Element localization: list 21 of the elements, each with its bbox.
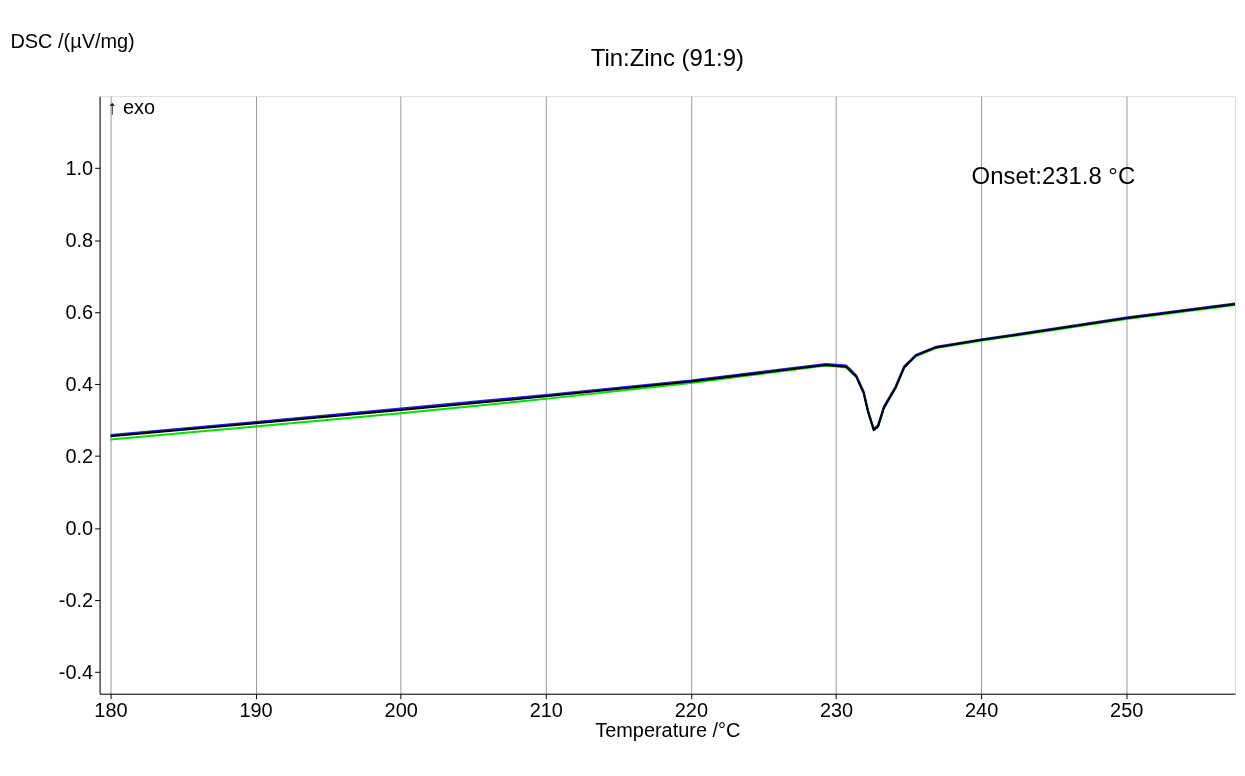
- y-tick-label: 1.0: [65, 156, 94, 179]
- x-tick-label: 210: [529, 699, 563, 722]
- annotation: ↑ exo: [107, 96, 156, 119]
- y-tick-label: 0.2: [65, 444, 94, 467]
- x-tick-label: 200: [384, 699, 418, 722]
- x-tick-label: 180: [94, 699, 128, 722]
- x-tick-label: 230: [819, 699, 854, 722]
- y-tick-label: -0.4: [58, 660, 94, 683]
- x-tick-label: 190: [239, 699, 273, 722]
- y-tick-label: 0.6: [65, 300, 94, 323]
- x-tick-label: 220: [674, 699, 709, 722]
- y-tick-label: 0.4: [65, 372, 94, 395]
- x-tick-label: 250: [1110, 699, 1144, 722]
- x-axis-title: Temperature /°C: [595, 719, 741, 742]
- chart-title: Tin:Zinc (91:9): [590, 44, 744, 72]
- x-tick-label: 240: [965, 699, 999, 722]
- y-tick-label: 0.8: [65, 228, 94, 251]
- y-tick-label: -0.2: [58, 588, 94, 611]
- annotation: Onset:231.8 °C: [971, 161, 1136, 189]
- y-axis-title: DSC /(µV/mg): [10, 29, 135, 52]
- y-tick-label: 0.0: [65, 516, 94, 539]
